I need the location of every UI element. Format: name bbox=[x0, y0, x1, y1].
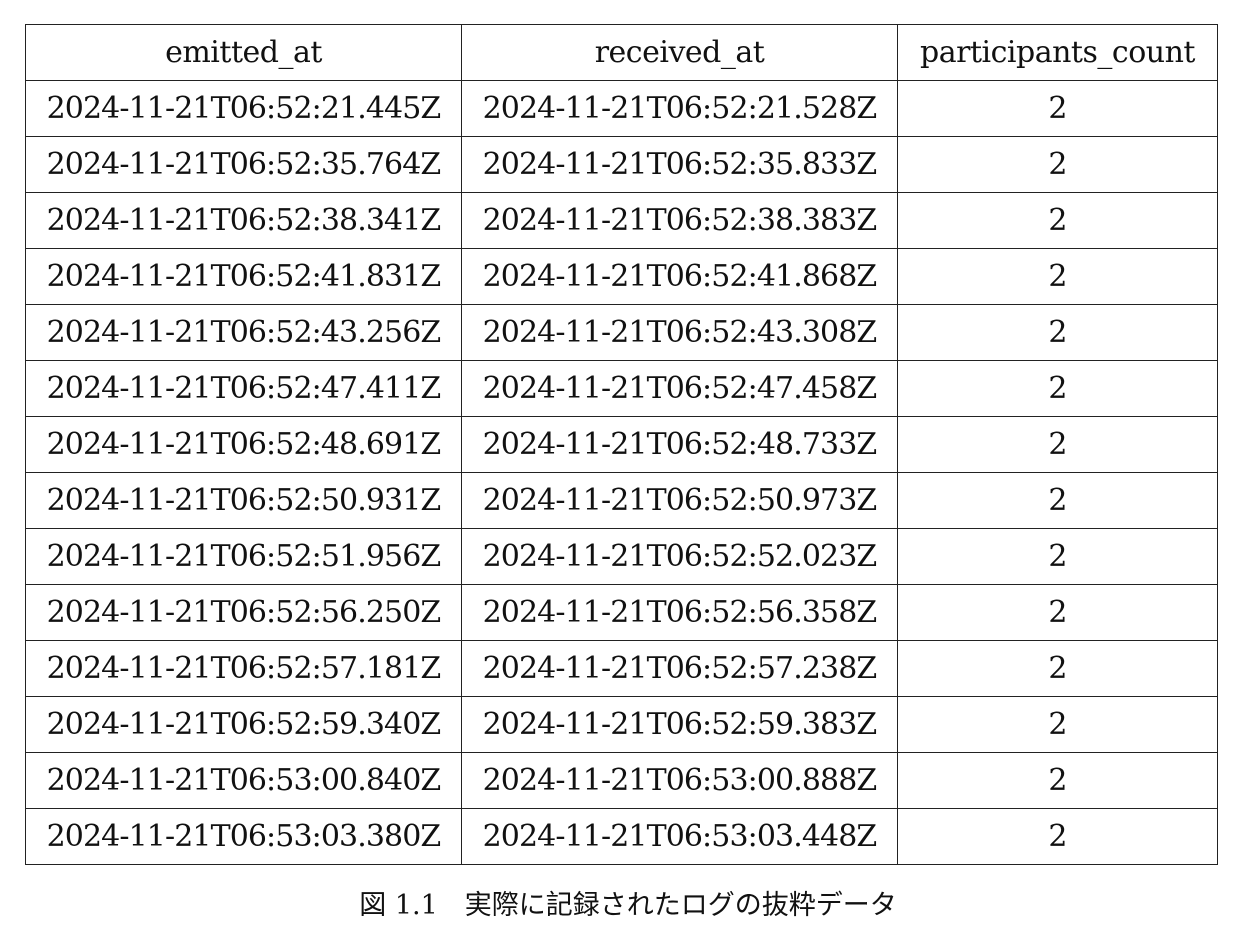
received-at-cell: 2024-11-21T06:52:41.868Z bbox=[461, 248, 898, 305]
emitted-at-cell: 2024-11-21T06:52:41.831Z bbox=[25, 248, 462, 305]
figure-caption-text: 実際に記録されたログの抜粋データ bbox=[464, 890, 897, 921]
received-at-cell: 2024-11-21T06:52:52.023Z bbox=[461, 528, 898, 585]
emitted-at-cell: 2024-11-21T06:52:21.445Z bbox=[25, 80, 462, 137]
emitted-at-cell: 2024-11-21T06:52:59.340Z bbox=[25, 696, 462, 753]
table-row: 2024-11-21T06:52:57.181Z 2024-11-21T06:52… bbox=[25, 640, 1218, 697]
log-excerpt-table: emitted_at received_at participants_coun… bbox=[25, 24, 1218, 865]
table-row: 2024-11-21T06:53:00.840Z 2024-11-21T06:53… bbox=[25, 752, 1218, 809]
table-row: 2024-11-21T06:53:03.380Z 2024-11-21T06:53… bbox=[25, 808, 1218, 865]
participants-count-cell: 2 bbox=[897, 248, 1218, 305]
participants-count-cell: 2 bbox=[897, 808, 1218, 865]
table-row: 2024-11-21T06:52:38.341Z 2024-11-21T06:52… bbox=[25, 192, 1218, 249]
emitted-at-cell: 2024-11-21T06:52:38.341Z bbox=[25, 192, 462, 249]
participants-count-cell: 2 bbox=[897, 752, 1218, 809]
table-row: 2024-11-21T06:52:50.931Z 2024-11-21T06:52… bbox=[25, 472, 1218, 529]
received-at-cell: 2024-11-21T06:52:56.358Z bbox=[461, 584, 898, 641]
received-at-cell: 2024-11-21T06:52:48.733Z bbox=[461, 416, 898, 473]
table-row: 2024-11-21T06:52:51.956Z 2024-11-21T06:52… bbox=[25, 528, 1218, 585]
table-row: 2024-11-21T06:52:47.411Z 2024-11-21T06:52… bbox=[25, 360, 1218, 417]
received-at-cell: 2024-11-21T06:52:21.528Z bbox=[461, 80, 898, 137]
emitted-at-cell: 2024-11-21T06:52:57.181Z bbox=[25, 640, 462, 697]
table-row: 2024-11-21T06:52:41.831Z 2024-11-21T06:52… bbox=[25, 248, 1218, 305]
participants-count-cell: 2 bbox=[897, 136, 1218, 193]
participants-count-cell: 2 bbox=[897, 584, 1218, 641]
emitted-at-cell: 2024-11-21T06:52:35.764Z bbox=[25, 136, 462, 193]
table-header-row: emitted_at received_at participants_coun… bbox=[25, 24, 1218, 81]
received-at-cell: 2024-11-21T06:52:35.833Z bbox=[461, 136, 898, 193]
table-row: 2024-11-21T06:52:43.256Z 2024-11-21T06:52… bbox=[25, 304, 1218, 361]
participants-count-cell: 2 bbox=[897, 472, 1218, 529]
participants-count-cell: 2 bbox=[897, 192, 1218, 249]
received-at-cell: 2024-11-21T06:52:38.383Z bbox=[461, 192, 898, 249]
participants-count-cell: 2 bbox=[897, 80, 1218, 137]
received-at-cell: 2024-11-21T06:52:50.973Z bbox=[461, 472, 898, 529]
participants-count-cell: 2 bbox=[897, 528, 1218, 585]
participants-count-cell: 2 bbox=[897, 640, 1218, 697]
participants-count-cell: 2 bbox=[897, 696, 1218, 753]
received-at-cell: 2024-11-21T06:52:43.308Z bbox=[461, 304, 898, 361]
emitted-at-cell: 2024-11-21T06:53:03.380Z bbox=[25, 808, 462, 865]
received-at-cell: 2024-11-21T06:53:03.448Z bbox=[461, 808, 898, 865]
received-at-cell: 2024-11-21T06:52:57.238Z bbox=[461, 640, 898, 697]
table-row: 2024-11-21T06:52:35.764Z 2024-11-21T06:52… bbox=[25, 136, 1218, 193]
emitted-at-cell: 2024-11-21T06:52:56.250Z bbox=[25, 584, 462, 641]
table-body: 2024-11-21T06:52:21.445Z 2024-11-21T06:52… bbox=[25, 80, 1218, 865]
received-at-cell: 2024-11-21T06:52:47.458Z bbox=[461, 360, 898, 417]
emitted-at-cell: 2024-11-21T06:52:50.931Z bbox=[25, 472, 462, 529]
emitted-at-cell: 2024-11-21T06:52:48.691Z bbox=[25, 416, 462, 473]
figure-caption-label: 図 1.1 bbox=[359, 890, 438, 921]
emitted-at-cell: 2024-11-21T06:52:47.411Z bbox=[25, 360, 462, 417]
emitted-at-cell: 2024-11-21T06:52:51.956Z bbox=[25, 528, 462, 585]
column-header-received-at: received_at bbox=[461, 24, 898, 81]
received-at-cell: 2024-11-21T06:53:00.888Z bbox=[461, 752, 898, 809]
figure-caption: 図 1.1 実際に記録されたログの抜粋データ bbox=[0, 890, 1256, 922]
table-row: 2024-11-21T06:52:59.340Z 2024-11-21T06:52… bbox=[25, 696, 1218, 753]
participants-count-cell: 2 bbox=[897, 360, 1218, 417]
table-row: 2024-11-21T06:52:21.445Z 2024-11-21T06:52… bbox=[25, 80, 1218, 137]
emitted-at-cell: 2024-11-21T06:52:43.256Z bbox=[25, 304, 462, 361]
table-row: 2024-11-21T06:52:56.250Z 2024-11-21T06:52… bbox=[25, 584, 1218, 641]
participants-count-cell: 2 bbox=[897, 416, 1218, 473]
column-header-participants-count: participants_count bbox=[897, 24, 1218, 81]
table-row: 2024-11-21T06:52:48.691Z 2024-11-21T06:52… bbox=[25, 416, 1218, 473]
emitted-at-cell: 2024-11-21T06:53:00.840Z bbox=[25, 752, 462, 809]
participants-count-cell: 2 bbox=[897, 304, 1218, 361]
received-at-cell: 2024-11-21T06:52:59.383Z bbox=[461, 696, 898, 753]
column-header-emitted-at: emitted_at bbox=[25, 24, 462, 81]
